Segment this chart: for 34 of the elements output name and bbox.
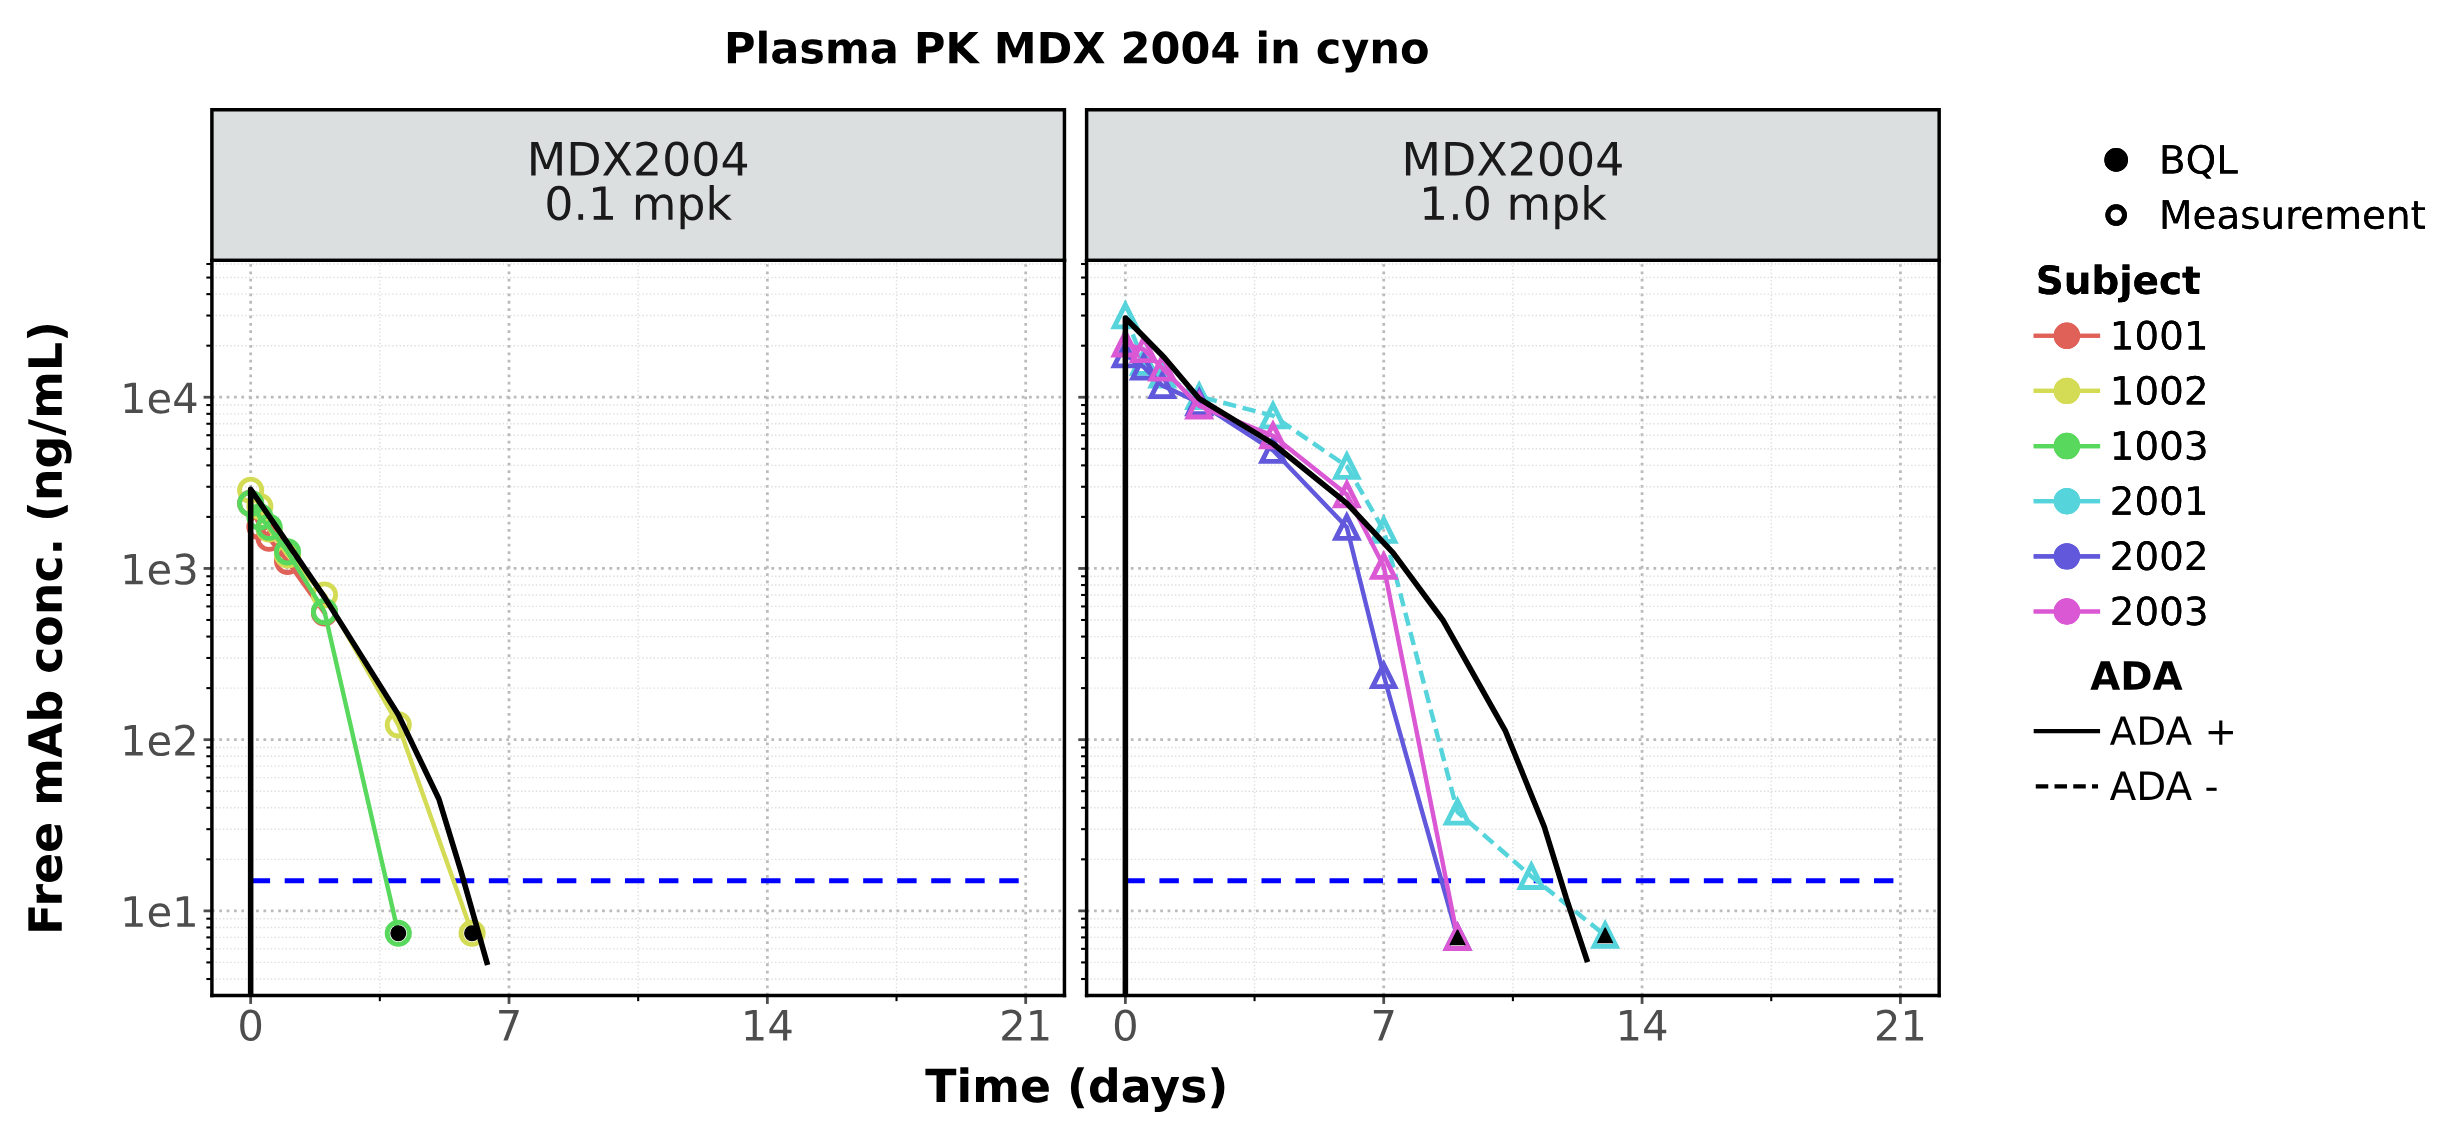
x-tick-label: 14 <box>1620 1010 1667 1041</box>
legend-label: 2002 <box>2112 541 2205 571</box>
text: ADA - <box>2109 771 2217 800</box>
x-tick-label: 14 <box>745 1010 792 1041</box>
y-tick-label: 1e2 <box>124 724 195 757</box>
text: Measurement <box>2162 200 2425 230</box>
text: ADA + <box>2109 716 2233 745</box>
legend-label: 1002 <box>2113 375 2205 406</box>
legend-label: 1003 <box>2113 430 2206 461</box>
chart-subtitle: MDX2004 1.0 mpk <box>1405 141 1622 230</box>
legend-title: Subject <box>2038 264 2200 303</box>
point <box>1368 550 1399 580</box>
legend-label: BQL <box>2162 144 2238 179</box>
legend-label: 2001 <box>2112 485 2206 516</box>
x-tick-label: 0 <box>240 1009 262 1042</box>
x-tick-label: 21 <box>1876 1009 1924 1041</box>
point <box>384 919 412 947</box>
text: ADA <box>2090 661 2183 690</box>
y-tick-label: 1e4 <box>124 382 197 414</box>
point <box>1516 860 1545 890</box>
y-tick-label: 1e3 <box>124 553 196 585</box>
x-tick-label: 21 <box>1002 1009 1049 1041</box>
point <box>1332 450 1362 480</box>
point <box>1590 919 1620 949</box>
x-tick-label: 7 <box>1373 1010 1394 1041</box>
x-tick-label: 7 <box>499 1010 519 1041</box>
x-axis-title: Time (days) <box>925 1067 1225 1113</box>
x-tick-label: 0 <box>1114 1009 1136 1042</box>
chart-subtitle: MDX2004 0.1 mpk <box>531 141 748 230</box>
chart-title: Plasma PK MDX 2004 in cyno <box>727 30 1428 73</box>
legend-label: 2003 <box>2112 596 2206 626</box>
y-tick-label: 1e1 <box>124 896 195 928</box>
legend-label: 1001 <box>2113 320 2206 350</box>
y-axis-title: Free mAb conc. (ng/mL) <box>26 324 72 931</box>
